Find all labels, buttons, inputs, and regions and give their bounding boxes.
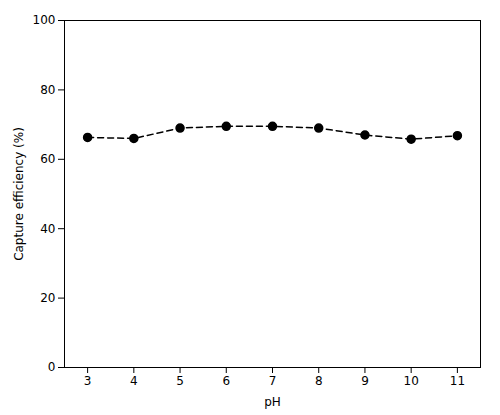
svg-text:3: 3 (84, 374, 92, 388)
svg-text:4: 4 (130, 374, 138, 388)
svg-text:40: 40 (40, 222, 55, 236)
svg-text:20: 20 (40, 291, 55, 305)
svg-text:100: 100 (33, 13, 56, 27)
svg-text:0: 0 (48, 360, 56, 374)
svg-text:80: 80 (40, 83, 55, 97)
svg-text:9: 9 (361, 374, 369, 388)
svg-text:11: 11 (450, 374, 465, 388)
svg-text:6: 6 (222, 374, 230, 388)
svg-text:8: 8 (315, 374, 323, 388)
svg-text:5: 5 (176, 374, 184, 388)
svg-text:10: 10 (404, 374, 419, 388)
svg-text:7: 7 (269, 374, 277, 388)
svg-text:60: 60 (40, 152, 55, 166)
svg-text:Capture efficiency (%): Capture efficiency (%) (12, 127, 26, 261)
svg-text:pH: pH (264, 395, 281, 409)
